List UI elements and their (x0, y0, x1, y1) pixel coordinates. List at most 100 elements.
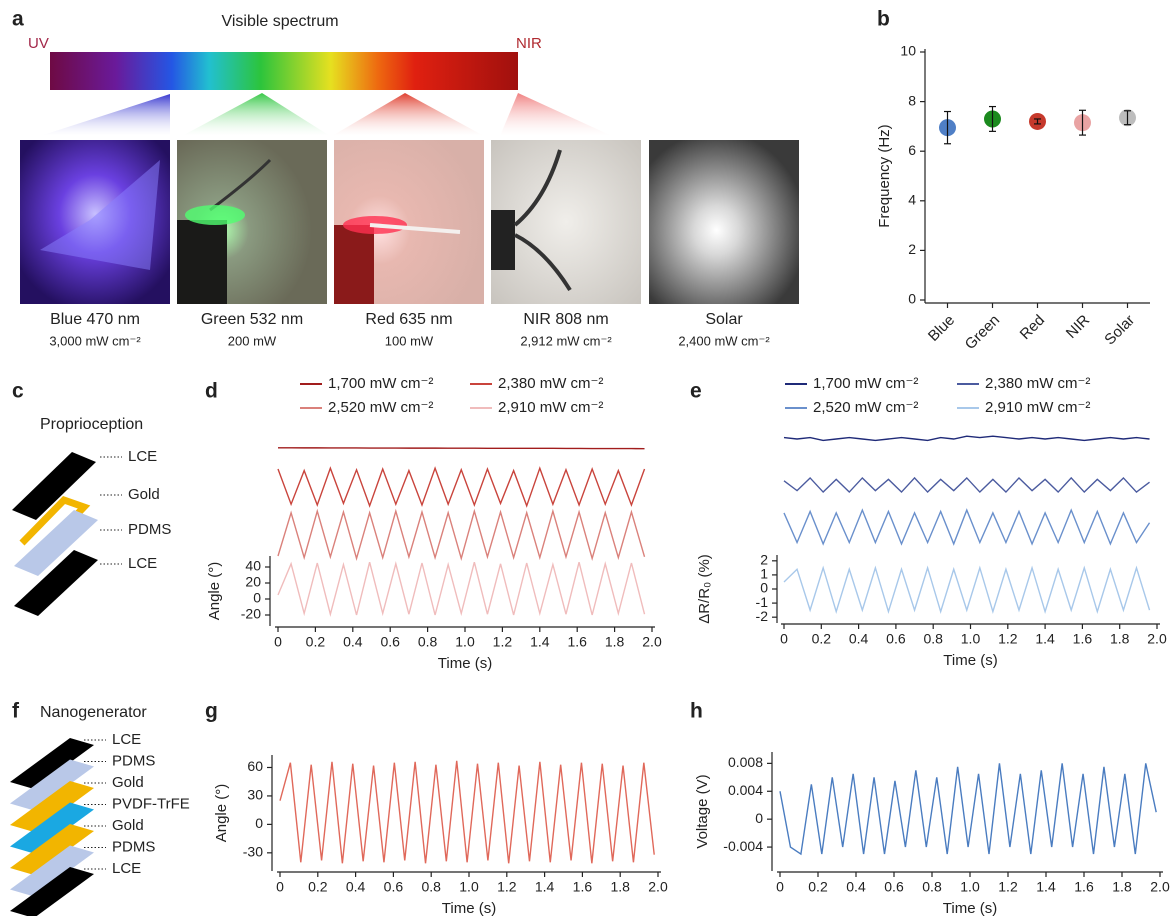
x-tick-label: 1.6 (573, 879, 593, 895)
photo-power: 3,000 mW cm⁻² (49, 333, 141, 348)
layer-lce (14, 550, 98, 616)
x-tick-label: 0 (274, 634, 282, 650)
panel-label: a (12, 8, 24, 31)
y-tick-label: 20 (245, 574, 261, 590)
panel-label: g (205, 700, 218, 723)
panel-label: h (690, 700, 703, 723)
x-tick-label: 1.2 (998, 631, 1018, 647)
beam (182, 93, 330, 136)
line (277, 466, 646, 508)
y-tick-label: 0 (908, 291, 916, 307)
legend-label: 2,380 mW cm⁻² (985, 375, 1090, 392)
x-tick-label: 1.0 (961, 631, 981, 647)
line (277, 508, 646, 561)
x-tick-label: 1.0 (459, 879, 479, 895)
photo-name: Green 532 nm (201, 311, 303, 328)
x-axis-label: Time (s) (943, 900, 997, 916)
x-tick-label: 0.2 (812, 631, 832, 647)
x-tick-label: 1.8 (610, 879, 630, 895)
beam (332, 93, 484, 136)
photo-detail (369, 223, 461, 234)
photo-name: Solar (705, 311, 743, 328)
y-tick-label: 0 (760, 580, 768, 596)
x-tick-label: 0.8 (922, 879, 942, 895)
line (278, 447, 645, 450)
layer (10, 824, 94, 875)
photo-detail (334, 225, 374, 304)
layer (10, 802, 94, 854)
x-tick-label: 1.4 (1035, 631, 1055, 647)
layer (10, 845, 94, 897)
y-tick-label: -30 (243, 844, 263, 860)
layer (10, 759, 94, 811)
beam (500, 93, 612, 136)
x-tick-label: 1.4 (530, 634, 550, 650)
x-tick-label: 0.8 (923, 631, 943, 647)
layer-label: PDMS (128, 521, 171, 538)
legend-label: 1,700 mW cm⁻² (813, 375, 918, 392)
spectrum-bar (50, 52, 518, 90)
x-axis-label: Time (s) (442, 900, 496, 916)
photo-detail (491, 210, 515, 270)
x-tick-label: 1.4 (1036, 879, 1056, 895)
x-tick-label: 2.0 (642, 634, 662, 650)
y-axis-label: Angle (°) (206, 562, 223, 621)
photo (649, 140, 799, 304)
x-tick-label: 0 (776, 879, 784, 895)
x-tick-label: 1.0 (455, 634, 475, 650)
spectrum-right: NIR (516, 35, 542, 52)
x-tick-label: 0.6 (884, 879, 904, 895)
layer-label: LCE (112, 860, 141, 877)
layer-label: PDMS (112, 752, 155, 769)
layer (10, 738, 94, 789)
x-tick-label: 0.2 (808, 879, 828, 895)
x-tick-label: 0.4 (346, 879, 366, 895)
y-tick-label: 4 (908, 192, 916, 208)
photo-name: NIR 808 nm (523, 311, 608, 328)
photo-name: Red 635 nm (365, 311, 452, 328)
proprioception-stack (12, 452, 98, 616)
layer-label: Gold (128, 486, 160, 503)
x-tick-label: Blue (925, 312, 958, 345)
x-tick-label: 0.4 (343, 634, 363, 650)
x-tick-label: 1.2 (493, 634, 513, 650)
x-tick-label: 0.6 (886, 631, 906, 647)
layer-lce (12, 452, 96, 520)
y-tick-label: 40 (245, 558, 261, 574)
nanogenerator-stack (10, 738, 94, 916)
panel-label: e (690, 380, 702, 403)
y-tick-label: 2 (760, 552, 768, 568)
x-tick-label: 1.8 (1112, 879, 1132, 895)
x-tick-label: 1.4 (535, 879, 555, 895)
y-tick-label: 8 (908, 92, 916, 108)
layer-label: LCE (128, 555, 157, 572)
y-tick-label: -20 (241, 606, 261, 622)
x-tick-label: Solar (1101, 312, 1138, 349)
legend-label: 2,520 mW cm⁻² (328, 399, 433, 416)
y-tick-label: -1 (756, 594, 769, 610)
y-tick-label: 0 (755, 810, 763, 826)
y-tick-label: 0 (255, 815, 263, 831)
x-tick-label: 2.0 (648, 879, 668, 895)
photo-power: 2,400 mW cm⁻² (678, 333, 770, 348)
x-tick-label: 0 (276, 879, 284, 895)
y-tick-label: 1 (760, 566, 768, 582)
layer (10, 867, 94, 916)
x-tick-label: 1.2 (497, 879, 517, 895)
line (783, 565, 1151, 614)
y-tick-label: 0.008 (728, 754, 763, 770)
y-axis-label: Frequency (Hz) (876, 124, 893, 227)
x-tick-label: 0.8 (421, 879, 441, 895)
legend-label: 2,910 mW cm⁻² (985, 399, 1090, 416)
line (277, 561, 646, 617)
y-tick-label: 10 (900, 43, 916, 59)
photo-detail (40, 160, 160, 270)
legend-label: 1,700 mW cm⁻² (328, 375, 433, 392)
layer (10, 781, 94, 832)
y-tick-label: 0 (253, 590, 261, 606)
diagram-title: Proprioception (40, 416, 143, 433)
y-tick-label: 6 (908, 142, 916, 158)
photo-power: 100 mW (385, 333, 434, 348)
x-tick-label: 2.0 (1147, 631, 1167, 647)
x-tick-label: 1.2 (998, 879, 1018, 895)
